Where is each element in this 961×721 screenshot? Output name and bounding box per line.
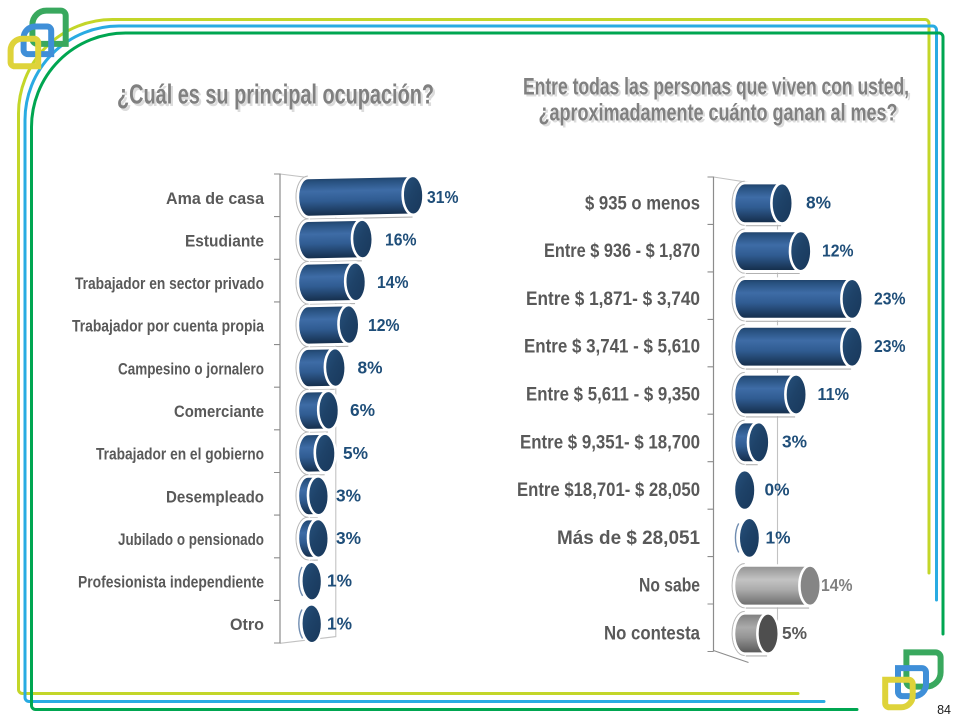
svg-text:¿Cuál es su principal ocupació: ¿Cuál es su principal ocupación? xyxy=(117,79,434,110)
svg-text:Jubilado o pensionado: Jubilado o pensionado xyxy=(118,530,264,549)
svg-text:Entre $ 936 - $ 1,870: Entre $ 936 - $ 1,870 xyxy=(544,240,700,262)
svg-text:3%: 3% xyxy=(782,432,807,452)
svg-text:Desempleado: Desempleado xyxy=(166,487,264,506)
svg-text:23%: 23% xyxy=(874,288,906,308)
svg-text:¿aproximadamente cuánto ganan: ¿aproximadamente cuánto ganan al mes? xyxy=(541,102,900,129)
svg-text:Comerciante: Comerciante xyxy=(174,402,264,421)
svg-text:Entre todas las personas que v: Entre todas las personas que viven con u… xyxy=(525,76,911,103)
svg-text:31%: 31% xyxy=(427,187,459,207)
svg-text:8%: 8% xyxy=(806,193,831,213)
svg-text:84: 84 xyxy=(937,703,951,717)
svg-text:6%: 6% xyxy=(350,400,375,420)
svg-text:Entre $ 5,611 - $ 9,350: Entre $ 5,611 - $ 9,350 xyxy=(526,384,700,406)
svg-text:3%: 3% xyxy=(336,528,361,548)
svg-text:5%: 5% xyxy=(343,443,368,463)
svg-text:No contesta: No contesta xyxy=(604,623,700,645)
svg-text:16%: 16% xyxy=(385,230,417,250)
svg-text:Trabajador en el gobierno: Trabajador en el gobierno xyxy=(96,445,264,464)
svg-text:3%: 3% xyxy=(336,485,361,505)
svg-text:Profesionista independiente: Profesionista independiente xyxy=(78,573,264,592)
svg-text:$ 935 o menos: $ 935 o menos xyxy=(585,192,700,214)
svg-text:Entre $ 3,741 - $ 5,610: Entre $ 3,741 - $ 5,610 xyxy=(524,336,700,358)
svg-text:12%: 12% xyxy=(368,315,400,335)
svg-text:Trabajador en sector privado: Trabajador en sector privado xyxy=(75,274,264,293)
svg-text:8%: 8% xyxy=(358,358,383,378)
svg-text:1%: 1% xyxy=(766,527,791,547)
svg-text:14%: 14% xyxy=(821,575,853,595)
svg-text:0%: 0% xyxy=(765,480,790,500)
svg-text:¿aproximadamente cuánto ganan: ¿aproximadamente cuánto ganan al mes? xyxy=(539,99,898,126)
svg-text:Entre $ 9,351- $ 18,700: Entre $ 9,351- $ 18,700 xyxy=(520,431,700,453)
svg-text:1%: 1% xyxy=(327,613,352,633)
svg-text:Más de $ 28,051: Más de $ 28,051 xyxy=(557,527,700,549)
svg-text:12%: 12% xyxy=(822,241,854,261)
svg-text:Ama de casa: Ama de casa xyxy=(166,189,265,208)
svg-text:Campesino o jornalero: Campesino o jornalero xyxy=(118,359,264,378)
svg-text:Estudiante: Estudiante xyxy=(185,232,264,251)
svg-text:14%: 14% xyxy=(377,272,409,292)
svg-text:Entre $ 1,871- $ 3,740: Entre $ 1,871- $ 3,740 xyxy=(526,288,700,310)
svg-text:1%: 1% xyxy=(327,571,352,591)
svg-text:11%: 11% xyxy=(818,384,850,404)
svg-text:No sabe: No sabe xyxy=(639,575,700,597)
svg-text:¿Cuál es su principal ocupació: ¿Cuál es su principal ocupación? xyxy=(119,81,436,112)
svg-text:5%: 5% xyxy=(782,623,807,643)
svg-text:Entre todas las personas que v: Entre todas las personas que viven con u… xyxy=(523,74,909,101)
svg-text:23%: 23% xyxy=(874,336,906,356)
svg-text:Entre $18,701- $ 28,050: Entre $18,701- $ 28,050 xyxy=(517,479,700,501)
svg-text:Otro: Otro xyxy=(230,615,264,634)
svg-text:Trabajador por cuenta propia: Trabajador por cuenta propia xyxy=(72,317,264,336)
